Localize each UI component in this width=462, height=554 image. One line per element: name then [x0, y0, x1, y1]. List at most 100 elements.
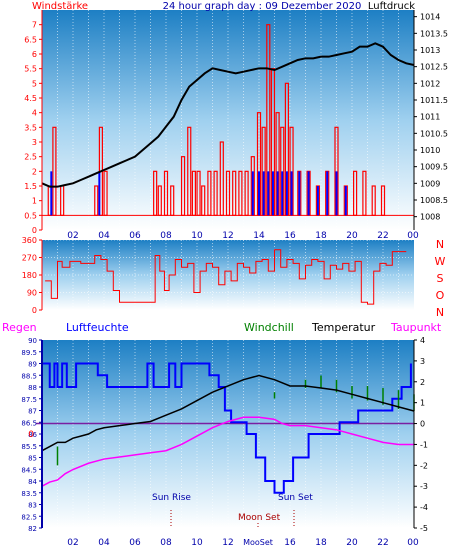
gust-bar — [262, 171, 265, 216]
humidity-axis-ticks: 82 82.5 83 83.5 84 84.5 85 85.5 86 86.5 87 87.5 88 88… — [21, 337, 43, 533]
legend-taupunkt: Taupunkt — [390, 321, 442, 334]
pressure-tick-label: 1011.5 — [420, 96, 448, 105]
panel-wind-pressure-series — [41, 24, 415, 216]
wind-bar — [196, 170, 201, 216]
gust-bar — [285, 171, 288, 216]
wind-bar — [207, 170, 212, 216]
legend-luftfeuchte: Luftfeuchte — [66, 321, 129, 334]
direction-tick-label: 360 — [22, 236, 37, 245]
pressure-tick-label: 1009.5 — [420, 163, 448, 172]
wind-tick-label: 6 — [32, 50, 37, 59]
wind-bar — [153, 170, 158, 216]
hour-tick-label: 22 — [377, 231, 388, 241]
wind-tick-label: 2 — [32, 167, 37, 176]
humidity-tick-label: 87.5 — [21, 396, 37, 404]
wind-bar — [250, 156, 255, 216]
direction-tick-label: 270 — [22, 254, 37, 263]
humidity-tick-label: 85 — [28, 455, 37, 463]
hour-tick-label: 10 — [191, 231, 203, 241]
pressure-tick-label: 1013 — [420, 46, 440, 55]
wind-bar — [157, 185, 162, 216]
panel-wind-direction-series — [45, 249, 407, 305]
wind-bar — [187, 126, 192, 216]
hour-tick-label: 10 — [191, 538, 203, 548]
wind-tick-label: 4 — [32, 109, 37, 118]
humidity-tick-label: 84.5 — [21, 466, 37, 474]
pressure-tick-label: 1011 — [420, 113, 440, 122]
temperature-tick-label: 1 — [420, 399, 425, 408]
direction-tick-label: 90 — [27, 289, 37, 298]
sunrise-label: Sun Rise — [152, 493, 191, 503]
wind-bar — [191, 170, 196, 216]
wind-axis-ticks: 0 0.5 1 1.5 2 2.5 3 3.5 4 4.5 5 5.5 6 6.5 7 — [24, 10, 43, 235]
hour-tick-label: 04 — [98, 538, 110, 548]
wind-tick-label: 1.5 — [24, 182, 37, 191]
wind-bar — [232, 170, 237, 216]
humidity-tick-label: 88.5 — [21, 372, 37, 380]
wind-bar — [244, 170, 249, 216]
wind-tick-label: 0.5 — [24, 211, 37, 220]
wind-bar — [170, 185, 175, 216]
moonset-label: Moon Set — [238, 513, 281, 523]
humidity-tick-label: 84 — [28, 478, 37, 486]
wind-bar — [353, 170, 358, 216]
hour-tick-label: 08 — [160, 538, 172, 548]
hour-tick-label: 02 — [67, 538, 78, 548]
wind-bar — [219, 141, 224, 216]
humidity-tick-label: 90 — [28, 337, 37, 345]
pressure-axis-ticks: 1008 1008.5 1009 1009.5 1010 1010.5 1011 1011.5… — [413, 10, 448, 230]
temperature-tick-label: -4 — [420, 503, 428, 512]
wind-direction-axis-ticks: 0 90 180 270 360 — [22, 236, 43, 315]
wind-bar — [94, 185, 99, 216]
compass-label: N — [436, 306, 444, 319]
wind-bar — [380, 185, 386, 216]
hour-tick-label: 14 — [253, 231, 265, 241]
gust-bar — [298, 171, 301, 216]
legend-regen: Regen — [2, 321, 37, 334]
compass-label: O — [436, 289, 445, 302]
gust-bar — [316, 186, 319, 216]
gust-bar — [271, 171, 274, 216]
compass-label: W — [435, 255, 446, 268]
wind-tick-label: 6.5 — [24, 35, 37, 44]
humidity-tick-label: 89.5 — [21, 349, 37, 357]
humidity-tick-label: 83 — [28, 502, 37, 510]
wind-tick-label: 5 — [32, 79, 37, 88]
hour-tick-label: 00 — [407, 231, 419, 241]
hour-tick-label: 20 — [346, 538, 358, 548]
temperature-tick-label: -3 — [420, 482, 428, 491]
wind-bar — [284, 82, 289, 216]
hour-tick-label: 18 — [315, 538, 327, 548]
wind-tick-label: 5.5 — [24, 65, 37, 74]
temperature-line — [41, 374, 415, 452]
gust-bar — [335, 171, 338, 216]
pressure-tick-label: 1010.5 — [420, 129, 448, 138]
wind-tick-label: 3.5 — [24, 123, 37, 132]
hour-tick-label: 04 — [98, 231, 110, 241]
zero-marker: 0 — [28, 430, 34, 440]
gust-bar — [258, 171, 260, 216]
panel1-hour-ticks: 02 04 06 08 10 12 14 16 18 20 22 00 — [67, 231, 419, 241]
temperature-tick-label: 0 — [420, 420, 425, 429]
temperature-tick-label: 3 — [420, 357, 425, 366]
humidity-tick-label: 87 — [28, 408, 37, 416]
wind-bar — [371, 185, 376, 216]
wind-bar — [238, 170, 243, 216]
wind-tick-label: 3 — [32, 138, 37, 147]
hour-tick-label: 12 — [222, 231, 233, 241]
gust-bar — [50, 171, 53, 216]
humidity-tick-label: 86 — [28, 431, 37, 439]
hour-tick-label: 16 — [284, 231, 296, 241]
temperature-tick-label: -1 — [420, 440, 428, 449]
panel-temp-humidity-series — [41, 362, 415, 494]
wind-bar — [201, 185, 206, 216]
gust-bar — [267, 171, 270, 216]
pressure-tick-label: 1009 — [420, 179, 440, 188]
humidity-tick-label: 82.5 — [21, 513, 37, 521]
moonset-axis-label: MooSet — [243, 538, 273, 547]
temperature-tick-label: -2 — [420, 461, 428, 470]
hour-tick-label: 02 — [67, 231, 78, 241]
direction-tick-label: 180 — [22, 271, 37, 280]
hour-tick-label: 08 — [160, 231, 172, 241]
